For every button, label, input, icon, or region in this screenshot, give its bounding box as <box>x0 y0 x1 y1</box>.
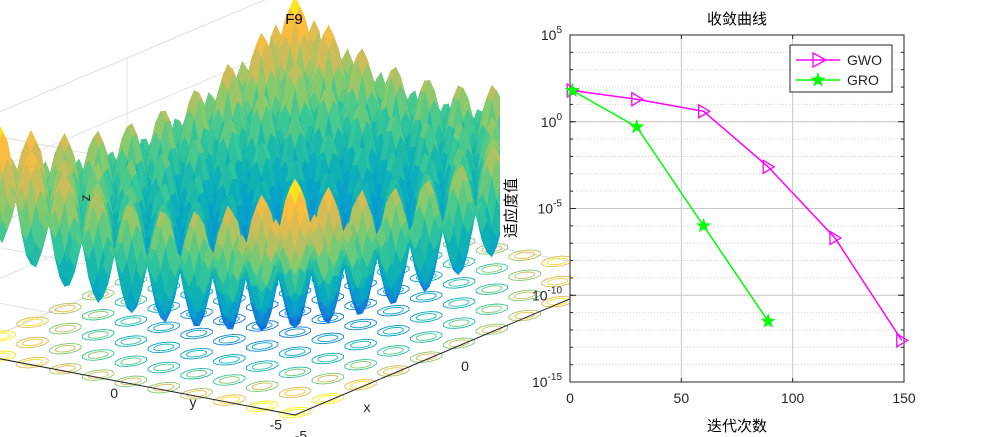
convergence-xlabel: 迭代次数 <box>707 417 767 435</box>
data-point-gro <box>695 217 712 233</box>
data-point-gro <box>629 118 645 134</box>
legend-marker-gwo <box>812 51 828 69</box>
data-point-gwo <box>631 91 645 107</box>
y-tick-label: 10-5 <box>538 199 563 217</box>
data-point-gro <box>564 82 580 98</box>
x-tick-label: 0 <box>566 390 574 406</box>
y-tick-label: 100 <box>541 112 563 130</box>
legend: GWO GRO <box>789 44 893 93</box>
data-point-gro <box>760 313 776 328</box>
data-point-gwo <box>829 230 843 246</box>
surface-mesh <box>0 0 500 332</box>
x-tick-labels: 0 50 100 150 <box>566 390 916 406</box>
x-tick-label: 150 <box>892 390 916 406</box>
y-tick-label: 10-15 <box>532 372 562 390</box>
x-tick-label: 100 <box>781 390 805 406</box>
surface-title: F9 <box>285 11 303 28</box>
y-tick-label: 0 <box>110 385 118 401</box>
series-lines <box>564 82 910 348</box>
data-point-gwo <box>697 103 711 119</box>
y-tick-label: 105 <box>541 25 563 43</box>
x-tick-label: 0 <box>461 358 469 374</box>
y-tick-label: 10-10 <box>532 285 562 303</box>
convergence-ylabel: 适应度值 <box>502 178 520 238</box>
data-point-gwo <box>896 332 910 348</box>
x-tick-label: 50 <box>674 390 690 406</box>
surface-xlabel: x <box>364 399 371 415</box>
surface-zlabel: z <box>77 195 93 202</box>
convergence-plot: 0 50 100 150 105 100 10-5 10-10 10-15 收敛曲线 迭代次数… <box>502 10 916 435</box>
series-line-gwo <box>572 89 903 341</box>
legend-box <box>789 44 893 93</box>
data-point-gwo <box>762 159 776 175</box>
legend-label-gro: GRO <box>847 72 879 88</box>
surface-ylabel: y <box>190 394 197 410</box>
y-tick-labels: 105 100 10-5 10-10 10-15 <box>532 25 562 390</box>
tick-marks <box>569 34 905 383</box>
y-tick-label: -5 <box>270 416 283 432</box>
series-line-gro <box>571 89 769 322</box>
legend-label-gwo: GWO <box>847 52 882 68</box>
surface-plot: 020406080-505-505 F9 x y z <box>0 0 640 437</box>
x-tick-label: -5 <box>295 427 308 437</box>
convergence-title: 收敛曲线 <box>707 10 767 28</box>
legend-marker-gro <box>810 71 826 87</box>
